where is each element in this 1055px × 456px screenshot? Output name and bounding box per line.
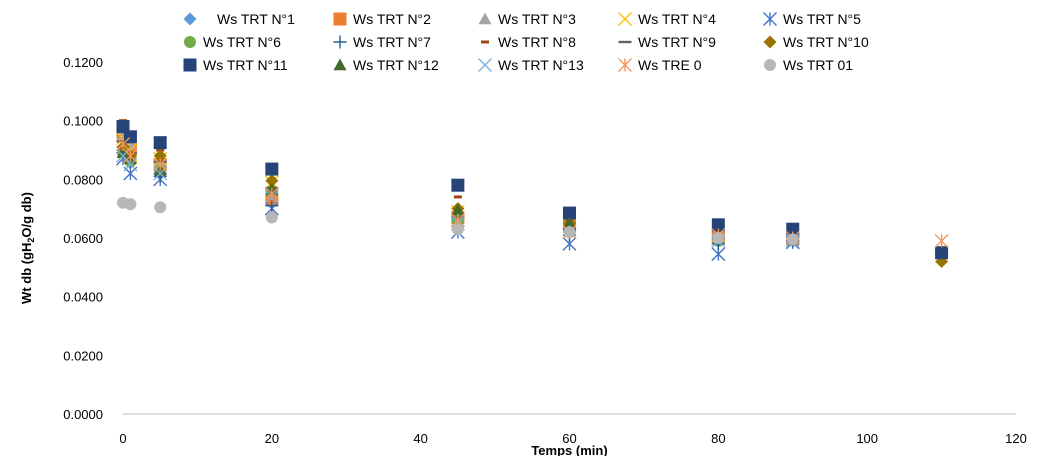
legend-label: Ws TRT N°8 — [498, 34, 576, 50]
x-tick-label: 20 — [265, 431, 279, 446]
data-point — [563, 216, 576, 229]
data-point — [935, 246, 949, 260]
legend-marker — [183, 58, 197, 72]
data-point — [563, 206, 576, 220]
data-point — [265, 174, 279, 188]
legend-label: Ws TRT N°6 — [203, 34, 281, 50]
y-tick-label: 0.0600 — [63, 231, 103, 246]
legend-item: Ws TRT N°13 — [478, 57, 584, 73]
legend-label: Ws TRT N°5 — [783, 11, 861, 27]
legend-item: Ws TRT N°10 — [763, 34, 869, 50]
legend-label: Ws TRT N°1 — [217, 11, 295, 27]
legend-marker — [478, 12, 492, 25]
x-tick-label: 80 — [711, 431, 725, 446]
legend-item: Ws TRT N°7 — [333, 34, 431, 50]
legend-item: Ws TRT N°12 — [333, 57, 439, 73]
data-point — [154, 201, 167, 214]
legend-item: Ws TRT N°3 — [478, 11, 576, 27]
legend-item: Ws TRT N°11 — [183, 57, 288, 73]
legend-label: Ws TRT N°10 — [783, 34, 869, 50]
data-point — [711, 218, 725, 232]
data-point — [265, 211, 278, 224]
x-tick-label: 40 — [413, 431, 427, 446]
legend-item: Ws TRT N°5 — [763, 11, 861, 27]
data-point — [451, 223, 464, 236]
data-point — [153, 157, 168, 172]
legend: Ws TRT N°1 Ws TRT N°2 Ws TRT N°3 Ws TRT N°4… — [183, 11, 869, 73]
legend-item: Ws TRT N°6 — [184, 34, 281, 50]
data-point — [934, 233, 949, 248]
y-tick-label: 0.0000 — [63, 407, 103, 422]
y-tick-label: 0.0800 — [63, 172, 103, 187]
legend-item: Ws TRT N°9 — [618, 34, 716, 50]
legend-marker — [333, 12, 347, 26]
y-tick-label: 0.0400 — [63, 290, 103, 305]
x-axis-ticks: 0 20 40 60 80 100 120 — [119, 431, 1026, 446]
legend-label: Ws TRT 01 — [783, 57, 853, 73]
series-11 — [116, 120, 949, 260]
data-point — [451, 203, 465, 216]
legend-item: Ws TRT N°1 — [183, 11, 295, 27]
data-point — [153, 149, 167, 163]
series-15 — [117, 196, 799, 246]
x-tick-label: 0 — [119, 431, 126, 446]
legend-marker — [183, 12, 197, 26]
legend-item: Ws TRT N°8 — [481, 34, 576, 50]
legend-label: Ws TRT N°13 — [498, 57, 584, 73]
legend-marker — [618, 12, 632, 26]
data-point — [123, 148, 138, 163]
data-point — [116, 120, 130, 134]
legend-marker — [763, 12, 777, 26]
series-14 — [116, 137, 949, 248]
data-point — [453, 195, 462, 199]
legend-marker — [478, 58, 492, 72]
legend-marker — [618, 40, 632, 44]
legend-marker — [618, 58, 632, 72]
legend-label: Ws TRT N°2 — [353, 11, 431, 27]
data-point — [712, 232, 725, 244]
x-tick-label: 60 — [562, 431, 576, 446]
legend-marker — [763, 35, 777, 49]
data-points — [116, 119, 949, 268]
legend-label: Ws TRT N°7 — [353, 34, 431, 50]
legend-label: Ws TRT N°9 — [638, 34, 716, 50]
legend-marker — [481, 40, 489, 44]
legend-marker — [184, 36, 196, 48]
legend-label: Ws TRT N°12 — [353, 57, 439, 73]
legend-item: Ws TRT N°4 — [618, 11, 716, 27]
legend-item: Ws TRE 0 — [618, 57, 702, 73]
legend-label: Ws TRT N°4 — [638, 11, 716, 27]
x-tick-label: 120 — [1005, 431, 1027, 446]
legend-label: Ws TRT N°11 — [203, 57, 288, 73]
data-point — [264, 187, 279, 201]
y-axis-ticks: 0.0000 0.0200 0.0400 0.0600 0.0800 0.1000 0.12… — [63, 55, 103, 422]
data-point — [124, 198, 137, 211]
data-point — [786, 233, 799, 246]
legend-marker — [764, 59, 776, 71]
legend-marker — [333, 58, 347, 71]
data-point — [265, 162, 279, 176]
data-point — [563, 226, 576, 239]
data-point — [451, 178, 465, 192]
x-axis-title: Temps (min) — [531, 443, 607, 456]
y-tick-label: 0.1200 — [63, 55, 103, 70]
data-point — [265, 199, 279, 213]
data-point — [116, 137, 130, 152]
legend-item: Ws TRT N°2 — [333, 11, 431, 27]
data-point — [116, 146, 130, 159]
data-point — [153, 136, 167, 150]
legend-item: Ws TRT 01 — [764, 57, 853, 73]
legend-marker — [333, 35, 347, 49]
series-10 — [116, 140, 949, 268]
data-point — [786, 222, 800, 236]
y-tick-label: 0.0200 — [63, 348, 103, 363]
data-point — [116, 148, 130, 163]
x-tick-label: 100 — [856, 431, 878, 446]
y-axis-title: Wt db (gH2O/g db) — [19, 192, 36, 304]
legend-label: Ws TRT N°3 — [498, 11, 576, 27]
y-tick-label: 0.1000 — [63, 114, 103, 129]
legend-label: Ws TRE 0 — [638, 57, 702, 73]
